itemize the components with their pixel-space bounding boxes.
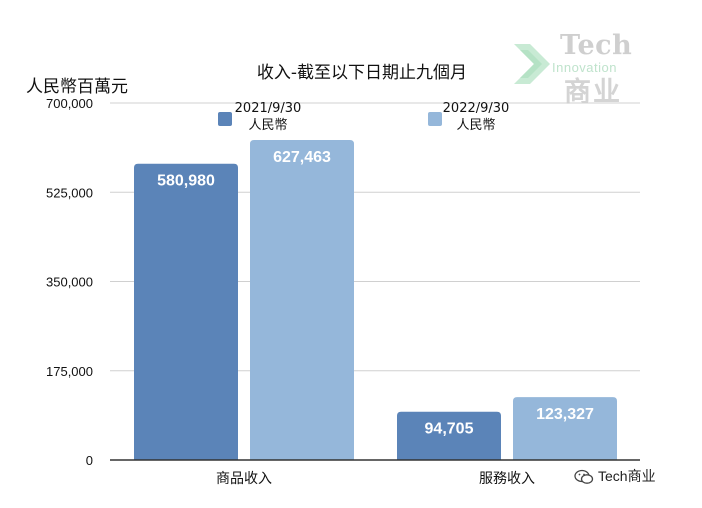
watermark-tech-text: Tech: [560, 30, 633, 61]
watermark-innovation-text: Innovation: [552, 60, 617, 75]
y-tick-label: 175,000: [46, 364, 93, 379]
y-tick-label: 0: [86, 453, 93, 468]
arrow-logo-icon: [514, 44, 550, 84]
tech-innovation-watermark: Tech Innovation 商业: [512, 30, 642, 107]
legend-label: 2021/9/30: [235, 101, 302, 116]
y-tick-label: 350,000: [46, 275, 93, 290]
legend-swatch: [428, 112, 442, 126]
legend-label: 人民幣: [248, 118, 287, 133]
watermark-chinese-text: 商业: [564, 77, 622, 107]
footer-watermark: Tech商业: [574, 466, 656, 486]
footer-watermark-text: Tech商业: [598, 468, 656, 484]
legend-label: 人民幣: [456, 118, 495, 133]
wechat-icon: [574, 470, 594, 485]
x-tick-label: 服務收入: [479, 471, 535, 487]
y-tick-label: 700,000: [46, 96, 93, 111]
data-label: 94,705: [425, 421, 474, 438]
legend-swatch: [218, 112, 232, 126]
bar: [397, 411, 501, 460]
bar: [250, 139, 354, 460]
chart-title: 收入-截至以下日期止九個月: [256, 63, 468, 83]
y-axis-label: 人民幣百萬元: [26, 77, 128, 97]
data-label: 627,463: [273, 149, 331, 166]
bar: [134, 163, 238, 460]
x-tick-label: 商品收入: [216, 471, 272, 487]
legend-label: 2022/9/30: [443, 101, 510, 116]
data-label: 580,980: [157, 173, 215, 190]
y-tick-label: 525,000: [46, 185, 93, 200]
data-label: 123,327: [536, 406, 594, 423]
bar: [513, 397, 617, 460]
